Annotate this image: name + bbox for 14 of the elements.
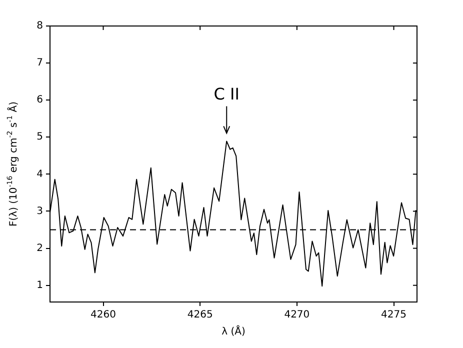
y-tick-label: 8 [36,20,43,32]
y-tick-label: 5 [36,132,43,143]
y-tick-label: 3 [36,206,43,217]
y-tick-label: 2 [36,242,43,254]
x-tick-label: 4260 [90,310,116,321]
x-tick-label: 4275 [381,310,406,321]
x-tick-label: 4265 [187,310,213,321]
y-tick-label: 1 [36,280,43,291]
y-tick-label: 4 [36,168,43,180]
annotation: C II [214,84,240,104]
y-tick-label: 7 [36,58,43,69]
x-tick-label: 4270 [284,310,310,321]
y-tick-label: 6 [36,94,43,106]
x-axis-title: λ (Å) [222,324,246,338]
